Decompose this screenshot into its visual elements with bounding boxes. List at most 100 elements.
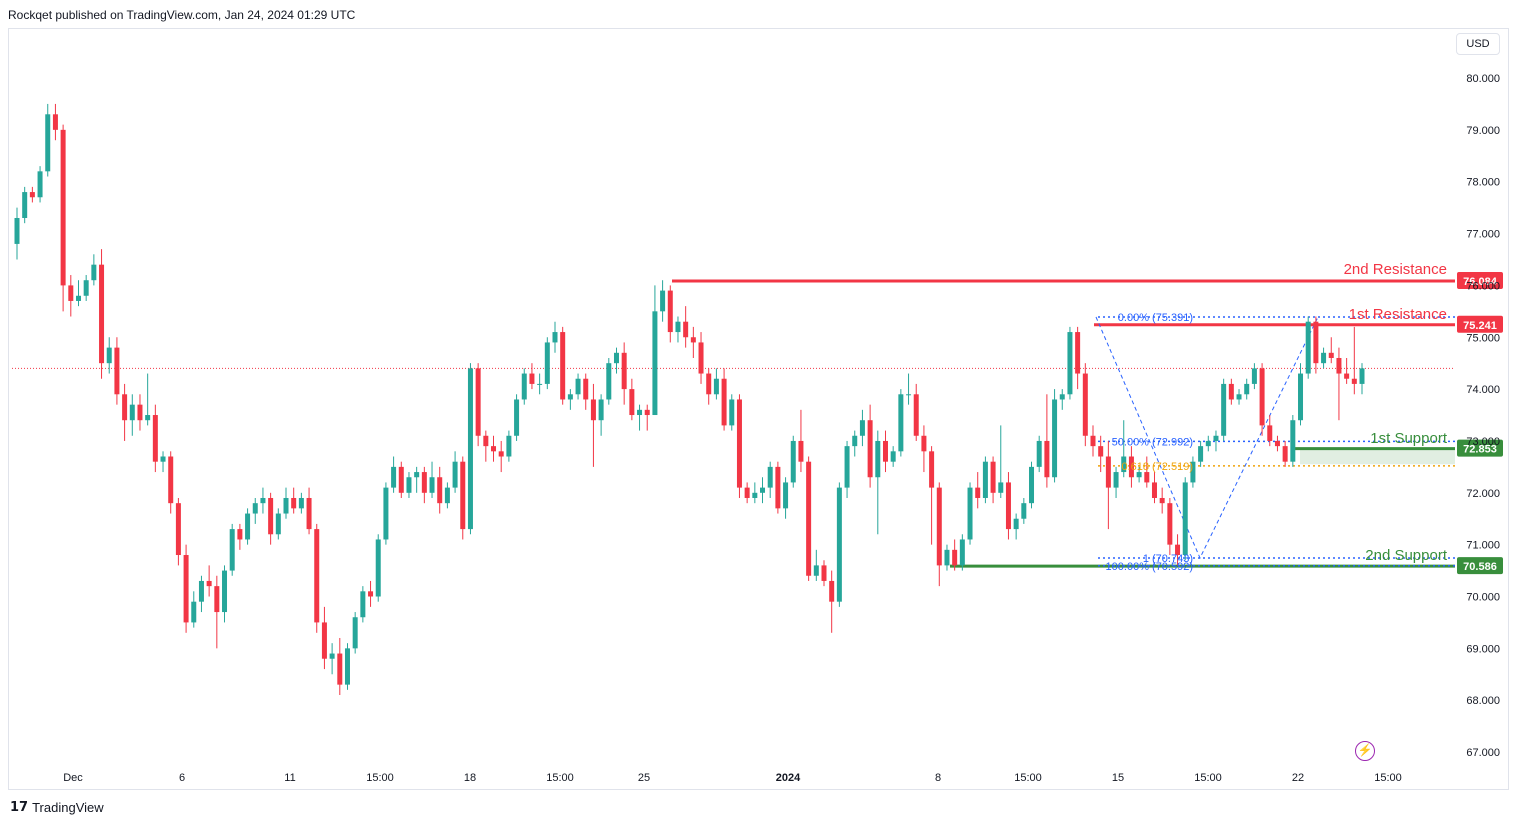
candle-body [1052,399,1058,478]
candle-body [660,290,666,312]
candle [1175,534,1181,566]
candle-body [929,451,935,488]
price-badge-label: 70.586 [1463,561,1497,573]
candle-body [1036,440,1042,467]
y-tick-label: 67.000 [1466,747,1500,759]
candle-body [37,171,43,198]
candle [560,326,566,405]
candle [752,482,758,504]
candle-body [859,420,865,436]
candle-body [391,466,397,488]
candle [99,249,105,379]
candle [859,409,865,447]
candle [168,451,174,514]
candle-body [245,513,251,540]
candle [1321,347,1327,369]
candle-body [967,487,973,540]
candle [214,575,220,649]
candle-body [460,461,466,530]
candle-body [398,466,404,493]
candle-body [414,472,420,478]
candle [406,472,412,498]
publish-info: Rockqet published on TradingView.com, Ja… [8,8,356,22]
candle-body [990,461,996,493]
candle-body [475,368,481,436]
candle [1213,430,1219,452]
candle-body [498,451,504,457]
level-label: 2nd Support [1365,547,1448,564]
candle [1267,415,1273,447]
candle-body [952,549,958,566]
candle-body [137,404,143,421]
candle-body [1151,482,1157,498]
candle-body [560,332,566,400]
candle [1029,461,1035,509]
level-label: 1st Support [1370,430,1448,447]
candle [744,482,750,504]
candle [152,404,158,473]
candle [391,456,397,493]
support-zone [1300,448,1455,465]
candle-body [1305,321,1311,374]
lightning-icon[interactable]: ⚡ [1355,741,1375,761]
fib-label: 0.618 (72.519) [1121,461,1193,473]
candle-body [683,321,689,338]
x-axis: Dec 6 11 15:00 18 15:00 25 2024 8 15:00 15 15:00 22 1… [63,772,1402,784]
candle [1113,466,1119,498]
x-tick-label: 15:00 [366,772,394,784]
candle-body [1298,373,1304,421]
candle-body [1013,518,1019,530]
candle [783,477,789,519]
candle-body [514,399,520,436]
candle-body [606,363,612,400]
candle [45,103,51,177]
candle-body [1175,544,1181,556]
candle-body [936,487,942,566]
candle-body [229,529,235,571]
candle-body [75,295,81,301]
x-tick-label: 22 [1292,772,1304,784]
currency-button[interactable]: USD [1456,33,1500,55]
candle [929,446,935,545]
candle [1067,326,1073,400]
candle [890,446,896,467]
candle-body [252,503,258,514]
candle [975,472,981,509]
candle-body [521,373,527,400]
candle-body [882,440,888,462]
candle-body [806,461,812,576]
candle-body [867,420,873,478]
candle [652,285,658,416]
candle [1136,466,1142,483]
candle-body [598,399,604,421]
candle-body [298,497,304,509]
candle [959,534,965,571]
candle [437,466,443,514]
candle [698,332,704,384]
candle-body [1221,383,1227,436]
candle [836,482,842,607]
candle [122,383,128,441]
x-tick-label: 15 [1112,772,1124,784]
candle-body [122,394,128,421]
overlay-layer: 2nd Resistance 76.084 1st Resistance 75.241… [1106,261,1503,575]
candle-body [29,192,35,198]
candle [498,440,504,473]
candle-body [275,513,281,535]
candle-body [206,580,212,587]
candle [660,280,666,322]
candle [344,643,350,690]
candle-body [1159,497,1165,504]
candle [1159,487,1165,514]
candle [790,435,796,488]
candle [1121,420,1127,478]
candle [1251,363,1257,390]
tradingview-logo[interactable]: 17 TradingView [10,800,104,815]
candle-body [552,332,558,343]
candle [68,275,74,317]
candle [444,482,450,509]
candle [252,497,258,524]
y-tick-label: 76.000 [1466,280,1500,292]
candle-body [99,264,105,364]
